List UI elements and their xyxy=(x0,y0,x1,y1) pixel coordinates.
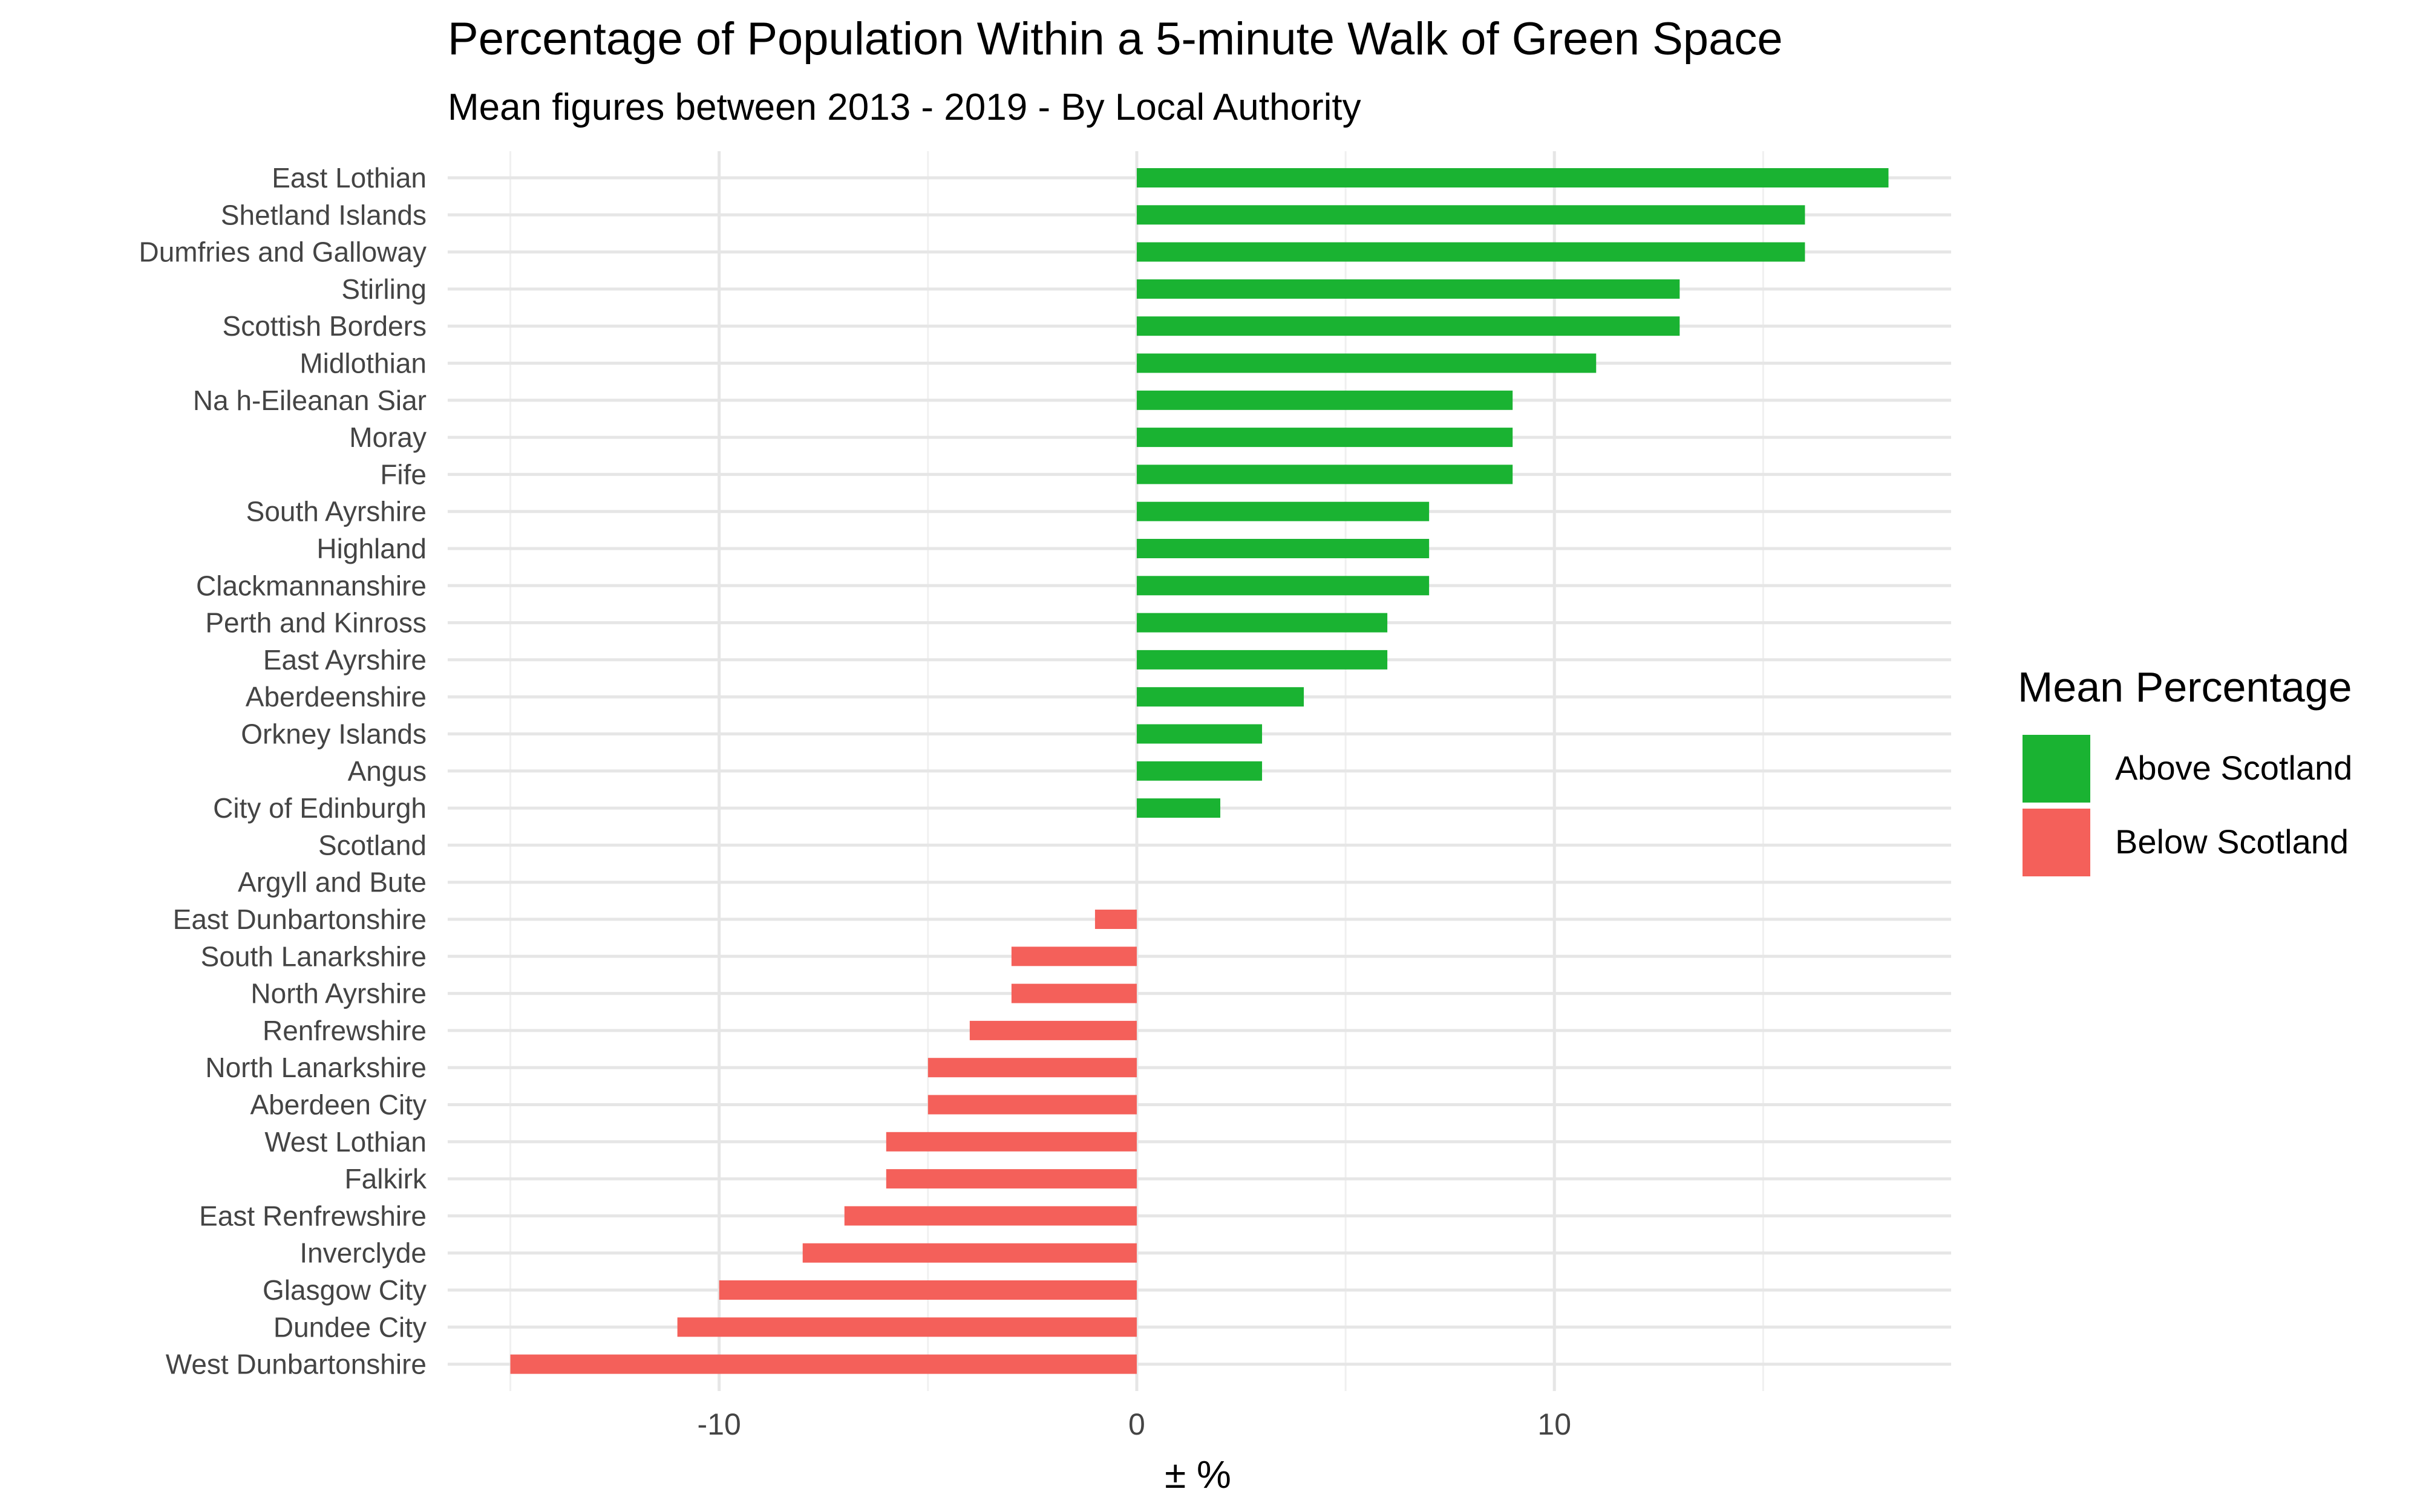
bar-west-lothian xyxy=(886,1132,1137,1152)
bar-south-ayrshire xyxy=(1136,501,1430,521)
y-tick-label: West Dunbartonshire xyxy=(166,1349,427,1380)
bar-clackmannanshire xyxy=(1136,576,1430,596)
y-tick-label: Renfrewshire xyxy=(263,1015,427,1046)
x-axis-label: ± % xyxy=(1165,1453,1231,1496)
bar-fife xyxy=(1136,464,1513,484)
y-tick-label: Dumfries and Galloway xyxy=(139,236,427,268)
y-tick-label: Stirling xyxy=(341,273,427,305)
bar-na-h-eileanan-siar xyxy=(1136,390,1513,410)
bar-aberdeen-city xyxy=(927,1095,1137,1115)
y-tick-label: Falkirk xyxy=(345,1163,427,1194)
bar-highland xyxy=(1136,539,1430,558)
bar-west-dunbartonshire xyxy=(510,1354,1137,1374)
bar-midlothian xyxy=(1136,353,1597,373)
y-axis-labels: East Lothian Shetland Islands Dumfries and… xyxy=(139,162,427,1380)
bar-inverclyde xyxy=(802,1243,1137,1263)
bar-south-lanarkshire xyxy=(1011,947,1137,966)
bar-stirling xyxy=(1136,279,1680,299)
bar-east-lothian xyxy=(1136,168,1889,187)
bar-angus xyxy=(1136,761,1263,781)
bar-east-renfrewshire xyxy=(844,1206,1137,1226)
y-tick-label: North Ayrshire xyxy=(250,978,427,1009)
y-tick-label: Aberdeen City xyxy=(250,1089,427,1121)
legend-label: Below Scotland xyxy=(2115,823,2349,861)
y-tick-label: Dundee City xyxy=(273,1311,427,1343)
y-tick-label: Scotland xyxy=(318,829,427,861)
y-tick-label: Highland xyxy=(316,533,427,564)
legend-title: Mean Percentage xyxy=(2018,663,2352,711)
x-tick-label: 0 xyxy=(1128,1407,1145,1441)
bars xyxy=(510,168,1889,1374)
bar-city-of-edinburgh xyxy=(1136,798,1221,818)
y-tick-label: North Lanarkshire xyxy=(205,1052,427,1083)
y-tick-label: Midlothian xyxy=(299,348,427,379)
y-tick-label: Glasgow City xyxy=(263,1274,427,1306)
bar-scottish-borders xyxy=(1136,316,1680,336)
bar-dumfries-and-galloway xyxy=(1136,242,1805,262)
y-tick-label: Shetland Islands xyxy=(221,199,427,230)
y-tick-label: Argyll and Bute xyxy=(238,867,427,898)
bar-east-ayrshire xyxy=(1136,650,1388,670)
y-tick-label: East Renfrewshire xyxy=(199,1200,427,1231)
legend-key-below-scotland xyxy=(2023,809,2090,876)
x-axis-tick-labels: -10 0 10 xyxy=(698,1407,1572,1441)
y-tick-label: East Ayrshire xyxy=(263,644,427,676)
bar-north-lanarkshire xyxy=(927,1058,1137,1078)
y-tick-label: Inverclyde xyxy=(299,1237,427,1269)
legend: Mean Percentage Above Scotland Below Scot… xyxy=(2018,663,2352,876)
bar-east-dunbartonshire xyxy=(1094,910,1137,929)
bar-perth-and-kinross xyxy=(1136,613,1388,633)
y-tick-label: Fife xyxy=(380,458,427,490)
y-tick-label: Orkney Islands xyxy=(241,719,427,750)
bar-glasgow-city xyxy=(719,1280,1137,1300)
y-tick-label: Aberdeenshire xyxy=(246,681,427,712)
y-tick-label: East Lothian xyxy=(272,162,427,194)
bar-shetland-islands xyxy=(1136,205,1805,225)
bar-north-ayrshire xyxy=(1011,983,1137,1003)
y-tick-label: City of Edinburgh xyxy=(213,792,427,824)
x-tick-label: 10 xyxy=(1537,1407,1571,1441)
y-tick-label: Clackmannanshire xyxy=(196,570,427,601)
y-tick-label: Perth and Kinross xyxy=(205,607,427,639)
chart-title: Percentage of Population Within a 5-minu… xyxy=(448,13,1783,65)
y-tick-label: Moray xyxy=(349,422,427,453)
bar-dundee-city xyxy=(677,1317,1137,1337)
y-tick-label: Na h-Eileanan Siar xyxy=(193,385,427,416)
y-tick-label: Angus xyxy=(348,755,427,787)
legend-key-above-scotland xyxy=(2023,735,2090,803)
bar-moray xyxy=(1136,428,1513,448)
bar-falkirk xyxy=(886,1169,1137,1189)
y-tick-label: Scottish Borders xyxy=(223,310,427,342)
chart-subtitle: Mean figures between 2013 - 2019 - By Lo… xyxy=(448,86,1361,128)
y-tick-label: East Dunbartonshire xyxy=(173,904,427,935)
bar-orkney-islands xyxy=(1136,724,1263,744)
bar-renfrewshire xyxy=(969,1020,1137,1040)
y-tick-label: South Lanarkshire xyxy=(201,940,427,972)
y-tick-label: South Ayrshire xyxy=(246,496,427,527)
bar-aberdeenshire xyxy=(1136,687,1304,707)
x-tick-label: -10 xyxy=(698,1407,741,1441)
legend-label: Above Scotland xyxy=(2115,749,2352,787)
y-tick-label: West Lothian xyxy=(264,1126,427,1158)
